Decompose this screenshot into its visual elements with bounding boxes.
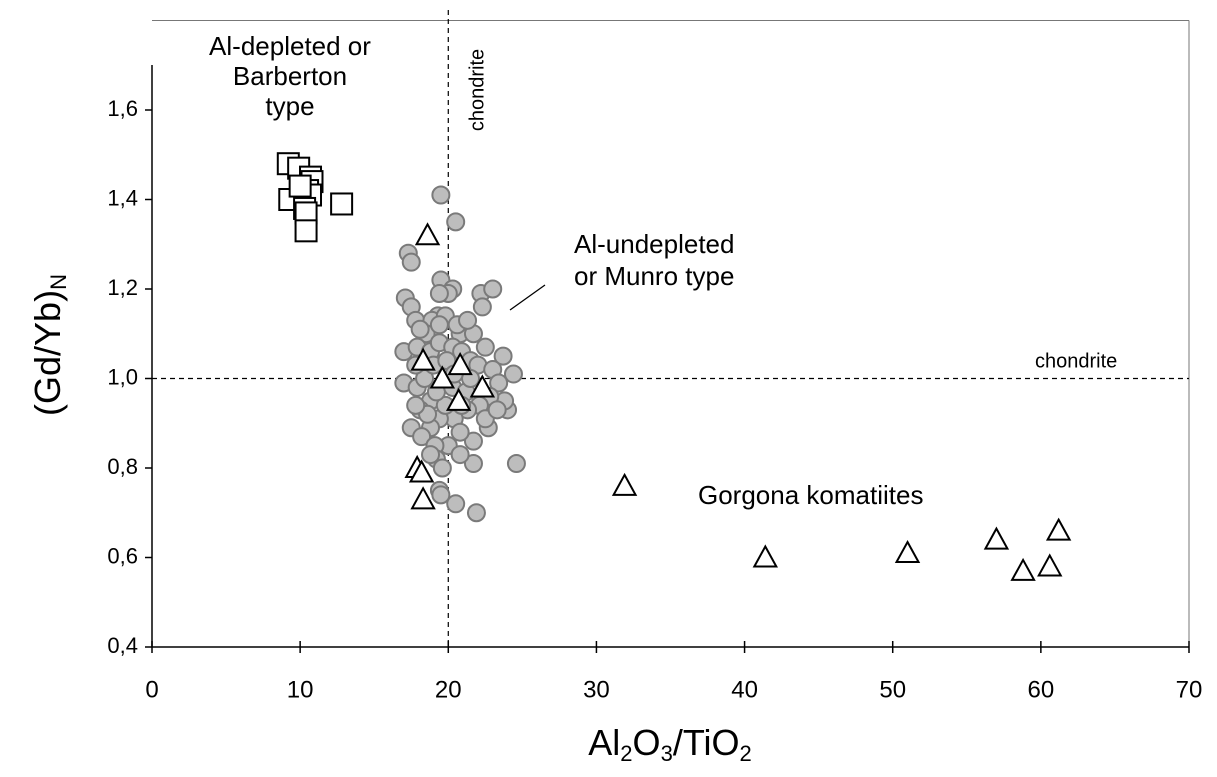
point	[466, 503, 486, 523]
y-tick-label: 1,0	[107, 364, 138, 389]
point	[445, 387, 472, 411]
point	[450, 445, 470, 465]
annotation: Gorgona komatiites	[698, 480, 923, 510]
y-axis-title: (Gd/Yb)N	[27, 274, 71, 416]
subscript: 2	[620, 741, 632, 766]
annotation: chondrite	[466, 49, 488, 131]
subscript: N	[46, 274, 71, 290]
point	[503, 364, 523, 384]
point	[1037, 553, 1063, 577]
label-part: /TiO	[673, 722, 740, 763]
point	[463, 431, 483, 451]
annotation: Barberton	[233, 61, 347, 91]
point	[429, 283, 449, 303]
point	[469, 374, 496, 398]
point	[412, 427, 432, 447]
point	[1010, 557, 1036, 581]
annotation: Al-undepleted	[574, 229, 734, 259]
x-tick-label: 30	[583, 676, 610, 703]
point	[447, 351, 473, 376]
y-tick-label: 1,4	[107, 185, 138, 210]
point	[294, 219, 318, 243]
point	[487, 400, 507, 420]
point	[410, 486, 436, 510]
point	[983, 526, 1010, 550]
x-tick-label: 60	[1028, 676, 1055, 703]
y-tick-label: 0,8	[107, 454, 138, 479]
x-tick-label: 20	[435, 676, 462, 703]
label-part: (Gd/Yb)	[27, 290, 68, 416]
label-part: O	[633, 722, 661, 763]
point	[406, 395, 426, 415]
x-tick-label: 70	[1176, 676, 1203, 703]
y-tick-label: 0,6	[107, 543, 138, 568]
point	[611, 472, 638, 496]
point	[408, 459, 435, 483]
x-tick-label: 40	[731, 676, 758, 703]
point	[752, 544, 779, 568]
y-tick-label: 1,6	[107, 96, 138, 121]
annotation: Al-depleted or	[209, 31, 371, 61]
point	[446, 212, 466, 232]
point	[330, 192, 354, 216]
annotation: type	[265, 91, 314, 121]
point	[429, 365, 456, 389]
y-tick-label: 1,2	[107, 275, 138, 300]
point	[450, 422, 470, 442]
annotation-pointer	[509, 284, 546, 311]
subscript: 3	[661, 741, 673, 766]
point	[506, 454, 526, 474]
x-tick-label: 50	[879, 676, 906, 703]
point	[410, 347, 436, 371]
point	[429, 315, 449, 335]
point	[458, 310, 478, 330]
point	[472, 297, 492, 317]
point	[401, 252, 421, 272]
annotation: chondrite	[1035, 350, 1117, 372]
point	[431, 185, 451, 205]
point	[463, 454, 483, 474]
label-part: Al	[588, 722, 620, 763]
point	[414, 222, 441, 246]
point	[493, 346, 513, 366]
point	[288, 174, 312, 198]
point	[446, 494, 466, 514]
x-tick-label: 0	[145, 676, 158, 703]
x-tick-label: 10	[287, 676, 314, 703]
point	[894, 539, 921, 564]
point	[431, 485, 451, 505]
point	[410, 319, 430, 339]
point	[1045, 517, 1072, 541]
point	[421, 445, 441, 465]
point	[483, 279, 503, 299]
y-tick-label: 0,4	[107, 633, 138, 658]
annotation: or Munro type	[574, 261, 734, 291]
point	[489, 373, 509, 393]
point	[432, 458, 452, 478]
subscript: 2	[739, 741, 751, 766]
point	[475, 337, 495, 357]
x-axis-title: Al2O3/TiO2	[588, 722, 751, 766]
